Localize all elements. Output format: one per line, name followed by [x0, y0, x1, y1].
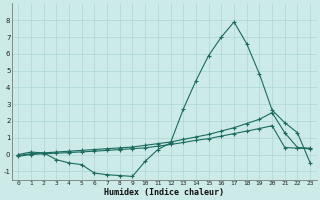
X-axis label: Humidex (Indice chaleur): Humidex (Indice chaleur) — [104, 188, 224, 197]
